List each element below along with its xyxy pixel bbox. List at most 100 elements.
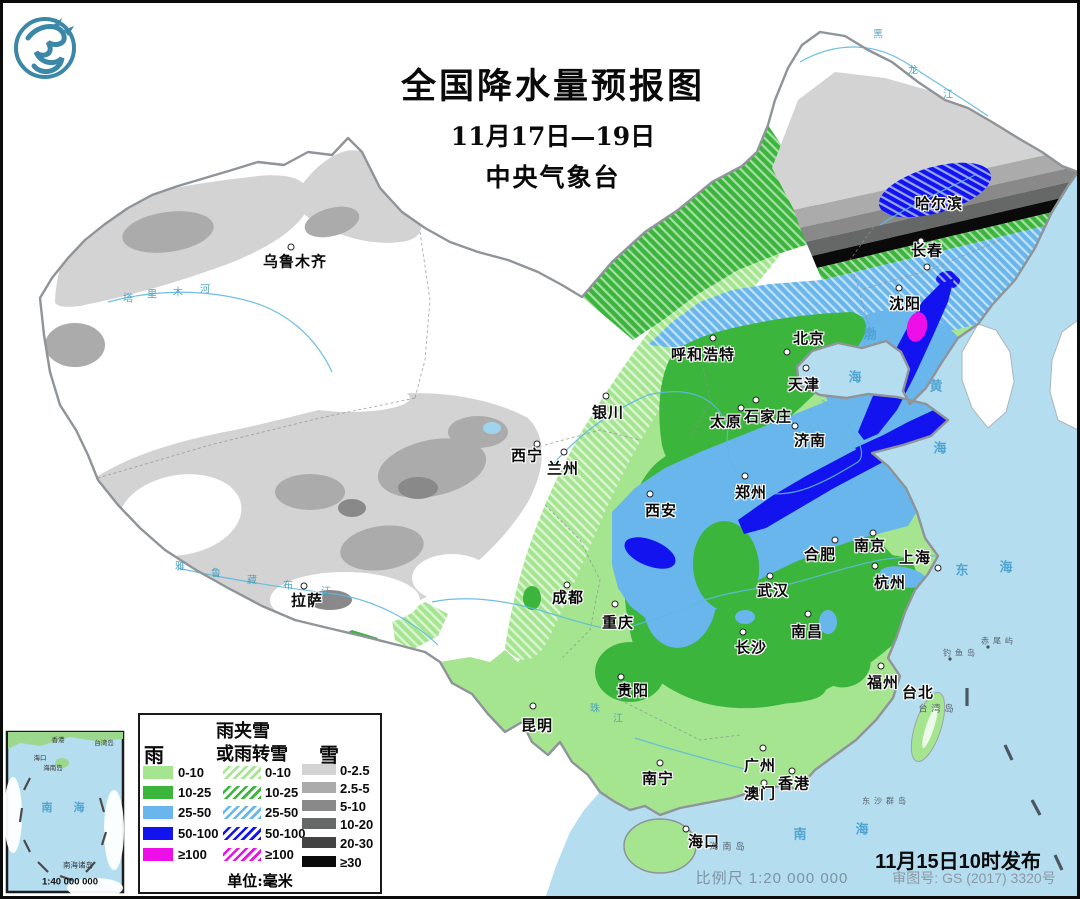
inset-sea-label: 南: [41, 802, 53, 814]
city-dot: [917, 237, 925, 245]
legend-unit: 单位:毫米: [227, 872, 293, 890]
sea-label: 渤: [863, 326, 879, 342]
city-label-重庆: 重庆: [601, 614, 635, 632]
city-label-哈尔滨: 哈尔滨: [914, 195, 964, 213]
snow-5-10-blob: [338, 499, 366, 517]
diaoyu-islet: [948, 657, 952, 661]
city-label-台北: 台北: [901, 684, 935, 702]
precipitation-layers: [45, 72, 1078, 815]
legend-swatch-sleet: [223, 827, 261, 840]
city-dot: [804, 610, 812, 618]
river-label: 江: [943, 89, 953, 101]
legend-header-sleet-2: 或雨转雪: [216, 744, 288, 765]
sea-label: 东: [955, 562, 971, 578]
city-dot: [529, 702, 537, 710]
chiwei-islet: [986, 645, 990, 649]
legend-header-rain: 雨: [144, 743, 164, 767]
legend-range-label: 20-30: [340, 836, 374, 851]
rain-10-25-south-hunan: [713, 667, 827, 704]
inset-label: 海南岛: [43, 765, 63, 772]
rain-100-magenta-spot: [906, 312, 928, 342]
island-label: 台湾岛: [918, 703, 958, 714]
city-label-西安: 西安: [644, 502, 678, 520]
city-dot: [656, 759, 664, 767]
sleet-10-25-ne-strip: [817, 206, 1078, 280]
city-label-成都: 成都: [551, 589, 585, 607]
city-dot: [646, 490, 654, 498]
city-dot: [300, 582, 308, 590]
forecast-date-range: 11月17日—19日: [450, 122, 656, 151]
city-label-天津: 天津: [787, 376, 821, 394]
cma-logo: [14, 17, 76, 79]
page-title: 全国降水量预报图: [400, 66, 706, 107]
city-dot: [682, 825, 690, 833]
city-dot: [560, 448, 568, 456]
province-boundaries: [97, 217, 1001, 741]
sleet-50-100-harbin: [878, 162, 992, 218]
city-label-香港: 香港: [777, 775, 811, 793]
legend-swatch-sleet: [223, 806, 261, 819]
legend-range-label: 25-50: [178, 805, 212, 820]
inset-label: 南海诸岛: [63, 860, 93, 870]
city-dot: [739, 628, 747, 636]
city-dot: [924, 690, 932, 698]
city-label-兰州: 兰州: [546, 460, 580, 478]
legend-swatch-snow: [302, 818, 336, 829]
city-dot: [533, 440, 541, 448]
city-dot: [759, 744, 767, 752]
island-label: 钓鱼岛: [943, 648, 979, 658]
river-label: 江: [321, 586, 331, 598]
city-label-杭州: 杭州: [873, 574, 907, 592]
city-dot: [611, 600, 619, 608]
snow-ne-band-0: [772, 72, 1078, 210]
legend-swatch-snow: [302, 800, 336, 811]
city-label-太原: 太原: [709, 413, 743, 431]
rain-50-100-shenyang: [858, 278, 954, 440]
island-label: 东沙群岛: [862, 796, 910, 806]
island-label: 赤尾屿: [981, 636, 1017, 646]
inset-sea-label: 海: [73, 802, 85, 814]
city-label-呼和浩特: 呼和浩特: [670, 346, 736, 364]
legend-range-label: ≥100: [178, 847, 207, 862]
snow-ne-band-black: [812, 194, 1078, 268]
rain-50-100-xian: [624, 537, 676, 569]
legend-swatch-snow: [302, 764, 336, 775]
city-label-南京: 南京: [853, 537, 887, 555]
city-dot: [783, 348, 791, 356]
city-dot: [760, 779, 768, 787]
rain-25-50-hangzhou-bay: [879, 566, 927, 588]
city-dot: [791, 422, 799, 430]
sea-label: 海: [855, 821, 871, 837]
city-label-上海: 上海: [898, 549, 932, 567]
city-label-长沙: 长沙: [734, 639, 768, 657]
river-label: 布: [283, 580, 293, 592]
sea-label: 黄: [929, 378, 945, 394]
legend-range-label: 25-50: [265, 805, 299, 820]
snow-2-5-blob: [304, 206, 360, 238]
city-dot: [831, 536, 839, 544]
snow-2-5-blob: [122, 211, 214, 253]
city-label-合肥: 合肥: [803, 546, 837, 564]
rain-10-25-guizhou: [595, 642, 665, 702]
release-time: 11月15日10时发布: [875, 851, 1041, 873]
legend-range-label: 0-10: [178, 765, 205, 780]
sea-area: [545, 165, 1080, 899]
river-label: 珠: [590, 703, 600, 715]
river-label: 龙: [908, 65, 918, 77]
legend-range-label: ≥30: [340, 855, 362, 870]
hainan-island: [623, 818, 697, 874]
city-dot: [709, 334, 717, 342]
legend-range-label: 0-10: [265, 765, 292, 780]
inset-label: 香港: [51, 737, 65, 744]
legend-range-label: 10-20: [340, 817, 374, 832]
city-label-澳门: 澳门: [743, 785, 777, 803]
snow-2-5-blob: [340, 525, 424, 571]
rain-10-25-over-swath: [692, 521, 760, 611]
dongting-lake: [735, 610, 755, 624]
legend-range-label: 5-10: [340, 799, 367, 814]
city-dot: [287, 243, 295, 251]
city-label-南宁: 南宁: [641, 770, 675, 788]
legend-swatch-rain: [143, 766, 173, 779]
